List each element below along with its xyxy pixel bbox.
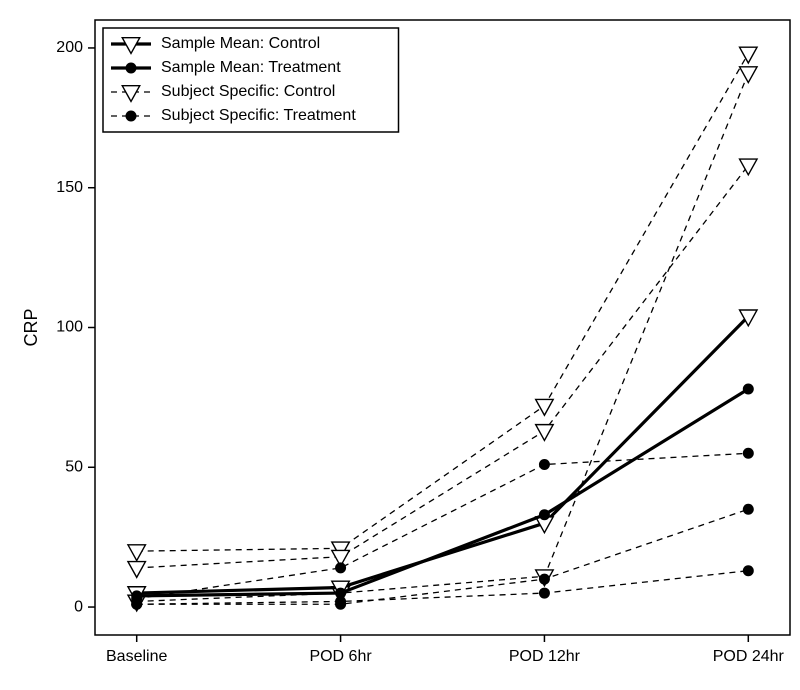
triangle-marker-icon: [740, 159, 758, 175]
legend-label: Sample Mean: Treatment: [161, 59, 341, 76]
circle-marker-icon: [539, 509, 550, 520]
triangle-marker-icon: [128, 545, 146, 561]
y-tick-label: 200: [56, 39, 83, 56]
y-axis-label: CRP: [21, 308, 41, 346]
triangle-marker-icon: [128, 562, 146, 578]
legend-label: Sample Mean: Control: [161, 35, 320, 52]
circle-marker-icon: [743, 448, 754, 459]
triangle-marker-icon: [536, 399, 554, 415]
triangle-marker-icon: [740, 67, 758, 83]
series-mean_control: [128, 310, 757, 603]
x-tick-label: POD 12hr: [509, 648, 581, 665]
circle-marker-icon: [126, 63, 137, 74]
circle-marker-icon: [743, 384, 754, 395]
circle-marker-icon: [743, 565, 754, 576]
legend-label: Subject Specific: Control: [161, 83, 335, 100]
y-tick-label: 100: [56, 319, 83, 336]
triangle-marker-icon: [536, 425, 554, 441]
x-tick-label: POD 6hr: [309, 648, 372, 665]
circle-marker-icon: [126, 111, 137, 122]
circle-marker-icon: [743, 504, 754, 515]
circle-marker-icon: [539, 459, 550, 470]
legend-label: Subject Specific: Treatment: [161, 107, 356, 124]
x-tick-label: Baseline: [106, 648, 167, 665]
triangle-marker-icon: [740, 47, 758, 63]
circle-marker-icon: [539, 574, 550, 585]
series-subj_control_2: [128, 159, 757, 577]
circle-marker-icon: [131, 590, 142, 601]
series-subj_treatment_3: [131, 565, 754, 610]
series-mean_treatment: [131, 384, 754, 602]
legend: Sample Mean: Control Sample Mean: Treatme…: [103, 28, 399, 132]
circle-marker-icon: [539, 588, 550, 599]
series-subj_treatment_1: [131, 448, 754, 604]
y-tick-label: 50: [65, 458, 83, 475]
x-tick-label: POD 24hr: [713, 648, 785, 665]
y-tick-label: 0: [74, 598, 83, 615]
crp-line-chart: 0 50 100 150 200 Baseline POD 6hr POD 12hr POD 2…: [0, 0, 800, 690]
series-subj_control_3: [128, 67, 757, 611]
circle-marker-icon: [335, 588, 346, 599]
circle-marker-icon: [335, 562, 346, 573]
y-tick-label: 150: [56, 179, 83, 196]
